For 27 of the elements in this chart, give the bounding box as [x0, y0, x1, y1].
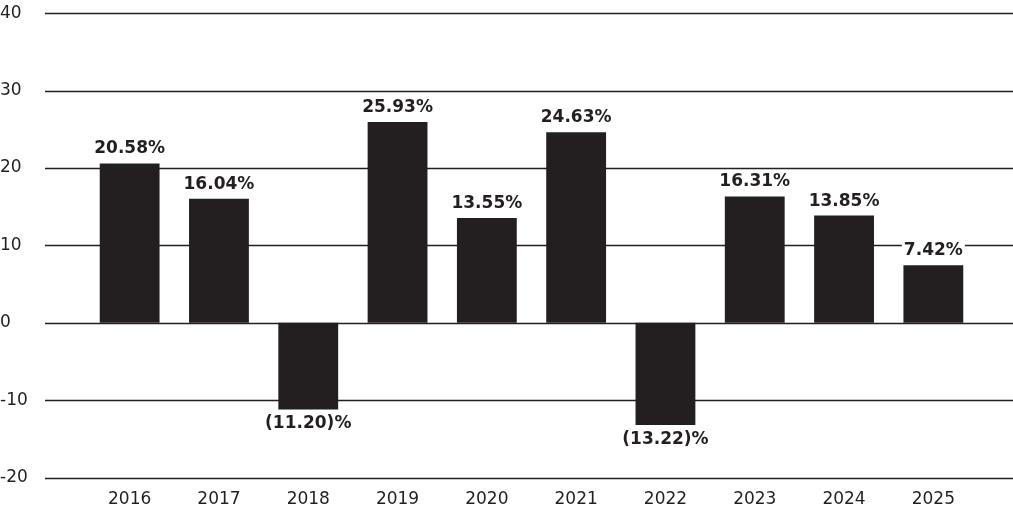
y-tick-label: 30 — [0, 79, 22, 100]
x-tick-label: 2019 — [375, 488, 420, 509]
data-label: 16.04% — [183, 172, 255, 193]
x-tick-label: 2018 — [286, 488, 330, 509]
y-tick-label: -20 — [0, 466, 28, 487]
y-tick-label: 10 — [0, 233, 22, 254]
y-tick-label: 40 — [0, 1, 22, 22]
data-label: 25.93% — [362, 96, 433, 117]
data-label: (13.22)% — [622, 428, 709, 449]
x-tick-label: 2021 — [554, 488, 598, 509]
y-tick-label: 20 — [0, 156, 22, 177]
x-tick-label: 2020 — [465, 488, 509, 509]
x-tick-label: 2024 — [822, 488, 866, 509]
y-tick-label: -10 — [0, 388, 28, 409]
data-label: 7.42% — [903, 239, 963, 260]
x-tick-label: 2016 — [108, 488, 152, 509]
x-tick-label: 2023 — [733, 488, 777, 509]
x-tick-label: 2017 — [197, 488, 241, 509]
data-label: 13.55% — [451, 191, 523, 212]
data-label: 16.31% — [719, 170, 791, 191]
data-label: 24.63% — [540, 106, 612, 127]
data-label: (11.20)% — [265, 412, 352, 433]
x-tick-label: 2025 — [911, 488, 955, 509]
x-tick-label: 2022 — [643, 488, 688, 509]
data-label: 20.58% — [94, 137, 166, 158]
y-tick-label: 0 — [0, 311, 11, 332]
data-label: 13.85% — [808, 189, 880, 210]
